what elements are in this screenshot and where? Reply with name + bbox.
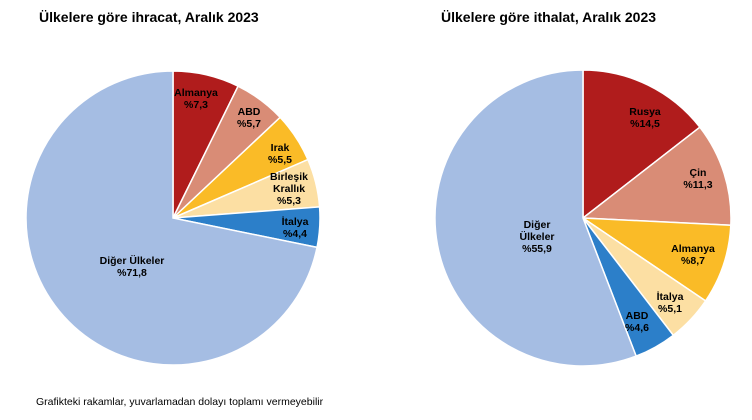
import-slice <box>434 69 638 367</box>
import-slice-label: İtalya %5,1 <box>657 290 684 315</box>
import-pie: Rusya %14,5 Çin %11,3 Almanya %8,7 İtalya %5,1 A… <box>434 69 732 367</box>
export-slice-label: İtalya %4,4 <box>282 215 309 240</box>
export-slice <box>25 70 318 366</box>
export-slice-label: Irak %5,5 <box>268 142 292 166</box>
import-slice-label: Diğer Ülkeler %55,9 <box>519 219 554 255</box>
import-slice <box>580 126 732 226</box>
footnote: Grafikteki rakamlar, yuvarlamadan dolayı… <box>36 396 324 408</box>
import-slice-label: Çin %11,3 <box>683 167 712 191</box>
import-slice-label: Rusya %14,5 <box>629 106 661 130</box>
import-slice-label: ABD %4,6 <box>625 310 649 334</box>
export-slice-label: Almanya %7,3 <box>174 87 218 111</box>
export-slice-label: ABD %5,7 <box>237 106 261 130</box>
export-chart-title: Ülkelere göre ihracat, Aralık 2023 <box>39 9 259 25</box>
export-slice-label: Birleşik Krallık %5,3 <box>270 171 308 207</box>
export-pie: Almanya %7,3 ABD %5,7 Irak %5,5 Birleşik Krallı… <box>25 70 321 366</box>
import-slice <box>582 69 701 220</box>
export-slice-label: Diğer Ülkeler %71,8 <box>100 254 165 279</box>
import-chart-title: Ülkelere göre ithalat, Aralık 2023 <box>441 9 657 25</box>
import-slice-label: Almanya %8,7 <box>671 243 715 267</box>
